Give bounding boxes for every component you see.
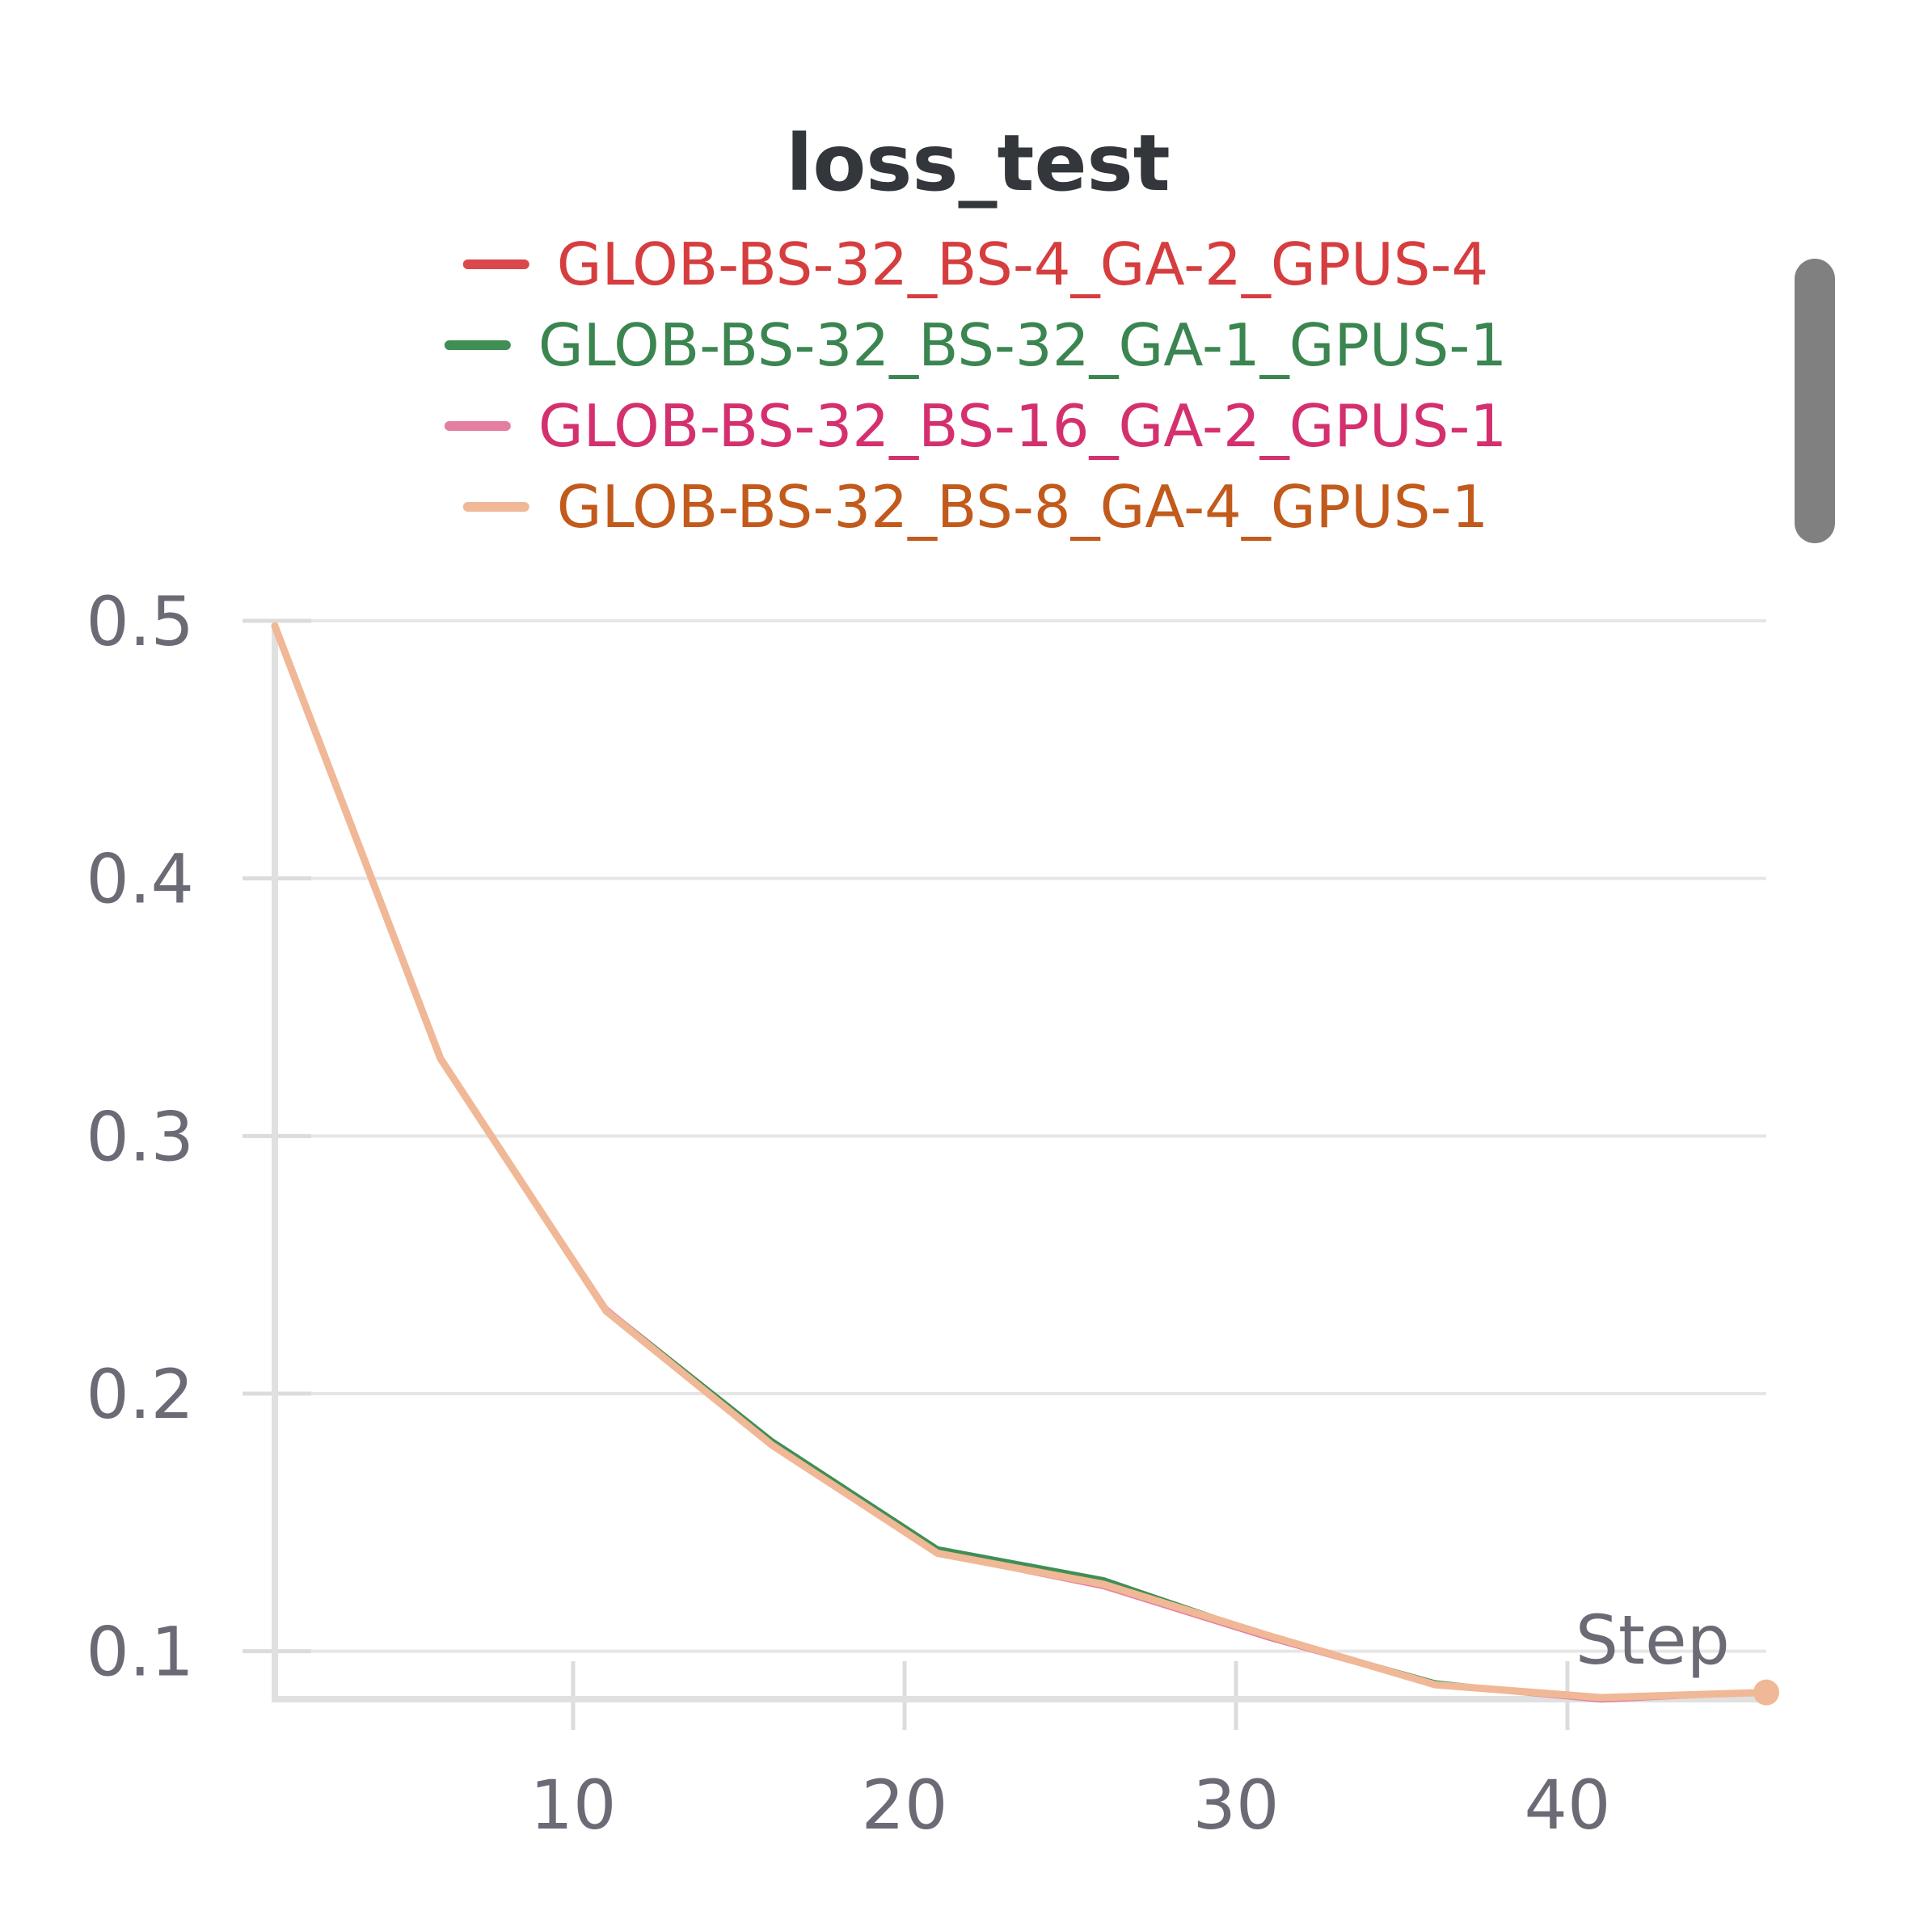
legend: GLOB-BS-32_BS-4_GA-2_GPUS-4 GLOB-BS-32_BS… bbox=[444, 230, 1507, 541]
series-end-marker bbox=[1753, 1679, 1779, 1706]
legend-item: GLOB-BS-32_BS-8_GA-4_GPUS-1 bbox=[462, 473, 1489, 541]
x-tick-label: 40 bbox=[1525, 1765, 1611, 1845]
legend-label: GLOB-BS-32_BS-8_GA-4_GPUS-1 bbox=[557, 473, 1489, 541]
x-tick-label: 30 bbox=[1193, 1765, 1280, 1845]
legend-scrollbar[interactable] bbox=[1795, 259, 1835, 543]
series-lines bbox=[271, 622, 1779, 1706]
series-line bbox=[272, 623, 1769, 1702]
legend-item: GLOB-BS-32_BS-16_GA-2_GPUS-1 bbox=[444, 392, 1507, 460]
chart-title: loss_test bbox=[786, 118, 1170, 209]
y-tick-label: 0.3 bbox=[86, 1097, 194, 1176]
legend-item: GLOB-BS-32_BS-32_GA-1_GPUS-1 bbox=[444, 311, 1507, 379]
legend-item: GLOB-BS-32_BS-4_GA-2_GPUS-4 bbox=[462, 230, 1489, 298]
y-tick-label: 0.5 bbox=[86, 582, 194, 661]
legend-label: GLOB-BS-32_BS-4_GA-2_GPUS-4 bbox=[557, 230, 1489, 298]
series-line bbox=[272, 623, 1769, 1703]
y-tick-label: 0.2 bbox=[86, 1355, 194, 1434]
x-tick-label: 10 bbox=[530, 1765, 617, 1845]
y-tick-label: 0.1 bbox=[86, 1613, 194, 1692]
series-line bbox=[271, 622, 1770, 1702]
grid bbox=[243, 619, 1766, 1653]
legend-label: GLOB-BS-32_BS-32_GA-1_GPUS-1 bbox=[538, 311, 1507, 379]
x-tick-label: 20 bbox=[862, 1765, 948, 1845]
x-axis-label: Step bbox=[1576, 1601, 1730, 1680]
series-line bbox=[272, 623, 1769, 1702]
y-tick-label: 0.4 bbox=[86, 840, 194, 919]
axes: 0.1 0.2 0.3 0.4 0.5 10 20 30 40 bbox=[86, 582, 1766, 1845]
legend-label: GLOB-BS-32_BS-16_GA-2_GPUS-1 bbox=[538, 392, 1507, 460]
